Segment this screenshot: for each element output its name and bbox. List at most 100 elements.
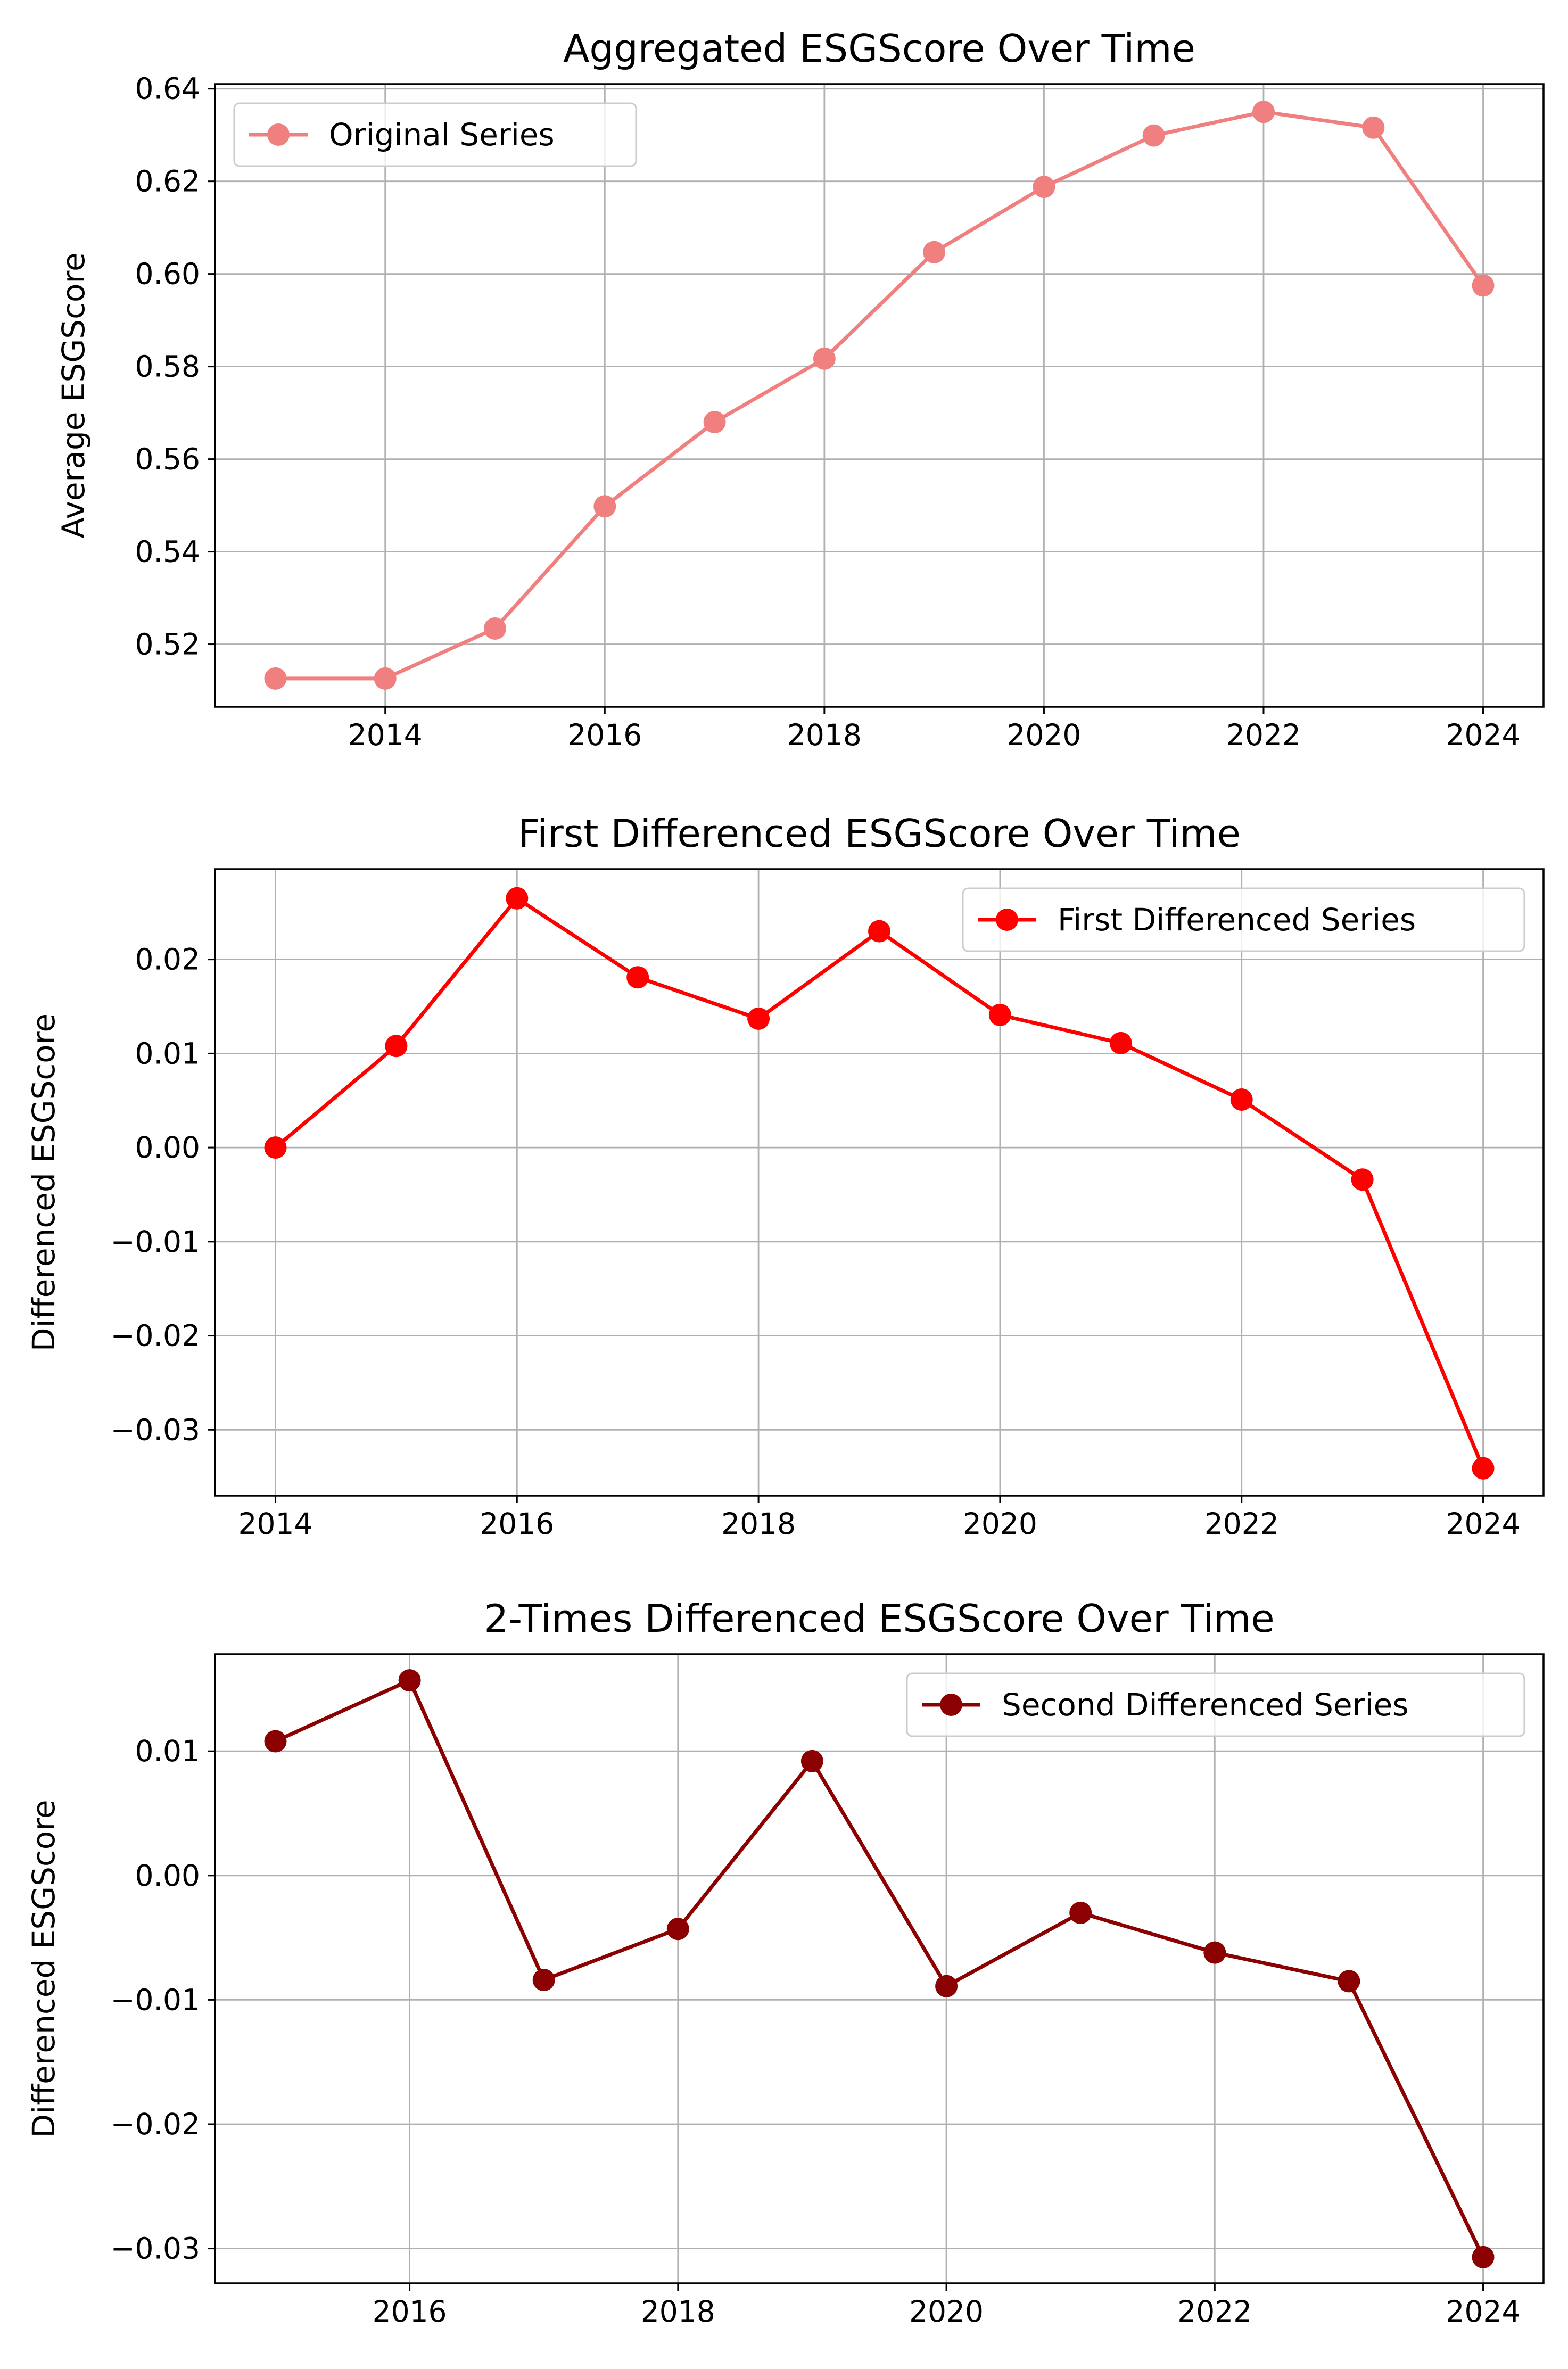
x-tick-label: 2024 — [1446, 1507, 1521, 1541]
data-point — [385, 1035, 408, 1058]
legend: First Differenced Series — [962, 887, 1525, 952]
data-point — [1203, 1941, 1226, 1964]
legend-label: First Differenced Series — [1058, 902, 1416, 938]
legend: Second Differenced Series — [906, 1672, 1525, 1737]
data-point — [264, 1136, 287, 1159]
data-point — [813, 347, 836, 370]
y-tick-label: 0.54 — [135, 535, 200, 569]
data-point — [506, 887, 529, 910]
x-tick-label: 2016 — [567, 718, 642, 752]
y-tick-label: 0.00 — [135, 1130, 200, 1165]
data-point — [1033, 176, 1055, 199]
data-point — [484, 617, 506, 640]
y-tick-label: 0.01 — [135, 1734, 200, 1768]
y-tick-label: −0.03 — [110, 2232, 200, 2266]
legend-marker — [996, 909, 1018, 931]
grid — [215, 869, 1544, 1496]
chart-title: Aggregated ESGScore Over Time — [563, 26, 1195, 71]
data-point — [374, 667, 397, 690]
legend-marker — [940, 1694, 962, 1716]
x-tick-label: 2024 — [1446, 718, 1521, 752]
x-tick-label: 2022 — [1204, 1507, 1279, 1541]
x-tick-label: 2020 — [1006, 718, 1081, 752]
y-tick-label: 0.58 — [135, 350, 200, 384]
y-tick-label: −0.03 — [110, 1413, 200, 1447]
axes-frame — [214, 868, 1545, 1497]
legend-marker — [267, 123, 290, 146]
data-point — [1252, 101, 1275, 123]
chart-title: 2-Times Differenced ESGScore Over Time — [484, 1596, 1274, 1641]
data-point — [988, 1003, 1011, 1026]
x-tick-label: 2014 — [238, 1507, 312, 1541]
legend-frame — [962, 887, 1525, 952]
x-tick-label: 2022 — [1177, 2294, 1252, 2329]
y-tick-label: 0.64 — [135, 72, 200, 106]
chart-panel-second-differenced: 2-Times Differenced ESGScore Over Time D… — [26, 1596, 1545, 2329]
data-point — [532, 1969, 555, 1991]
y-axis-label: Differenced ESGScore — [26, 1013, 62, 1351]
plot-marks — [264, 101, 1495, 690]
y-axis-label: Differenced ESGScore — [26, 1800, 62, 2137]
y-tick-label: 0.02 — [135, 943, 200, 977]
legend-label: Original Series — [329, 117, 555, 153]
y-tick-label: 0.60 — [135, 257, 200, 291]
axes-frame — [214, 83, 1545, 708]
data-point — [935, 1975, 958, 1997]
x-tick-label: 2018 — [787, 718, 862, 752]
data-point — [1472, 274, 1495, 297]
data-point — [1069, 1901, 1092, 1924]
y-tick-label: −0.01 — [110, 1983, 200, 2017]
y-tick-label: 0.56 — [135, 442, 200, 476]
legend: Original Series — [233, 102, 637, 167]
data-point — [1351, 1168, 1374, 1191]
y-tick-label: −0.02 — [110, 1319, 200, 1353]
series-line — [275, 1678, 1485, 2258]
legend-frame — [906, 1672, 1525, 1737]
data-point — [800, 1749, 823, 1772]
plot-marks — [264, 887, 1495, 1480]
data-point — [1362, 116, 1385, 139]
data-point — [264, 667, 287, 690]
series-line — [275, 110, 1485, 681]
data-point — [703, 411, 726, 433]
grid — [215, 84, 1544, 707]
y-tick-label: −0.02 — [110, 2107, 200, 2141]
x-tick-label: 2020 — [909, 2294, 984, 2329]
plot-marks — [264, 1669, 1495, 2268]
x-tick-label: 2014 — [348, 718, 423, 752]
x-tick-label: 2018 — [641, 2294, 715, 2329]
data-point — [264, 1730, 287, 1753]
y-tick-label: 0.01 — [135, 1036, 200, 1070]
data-point — [868, 920, 890, 943]
y-tick-label: −0.01 — [110, 1225, 200, 1259]
y-tick-label: 0.52 — [135, 628, 200, 662]
data-point — [626, 966, 649, 989]
x-tick-label: 2016 — [480, 1507, 554, 1541]
axes-frame — [214, 1653, 1545, 2284]
data-point — [398, 1669, 421, 1692]
y-tick-label: 0.00 — [135, 1859, 200, 1893]
y-tick-label: 0.62 — [135, 164, 200, 199]
y-axis-label: Average ESGScore — [55, 252, 92, 538]
x-tick-label: 2024 — [1446, 2294, 1521, 2329]
data-point — [1109, 1031, 1132, 1054]
chart-panel-first-differenced: First Differenced ESGScore Over Time Dif… — [26, 811, 1545, 1541]
legend-label: Second Differenced Series — [1002, 1687, 1409, 1723]
data-point — [747, 1008, 770, 1030]
data-point — [1472, 2246, 1495, 2268]
legend-frame — [233, 102, 637, 167]
data-point — [1338, 1970, 1360, 1993]
data-point — [666, 1918, 689, 1941]
x-tick-label: 2016 — [373, 2294, 447, 2329]
data-point — [923, 241, 946, 263]
x-tick-label: 2020 — [963, 1507, 1037, 1541]
chart-panel-aggregated: Aggregated ESGScore Over Time Average ES… — [55, 26, 1545, 752]
x-tick-label: 2022 — [1226, 718, 1301, 752]
data-point — [1472, 1457, 1495, 1480]
x-tick-label: 2018 — [721, 1507, 796, 1541]
data-point — [1230, 1088, 1253, 1111]
data-point — [1142, 124, 1165, 147]
chart-title: First Differenced ESGScore Over Time — [518, 811, 1241, 856]
